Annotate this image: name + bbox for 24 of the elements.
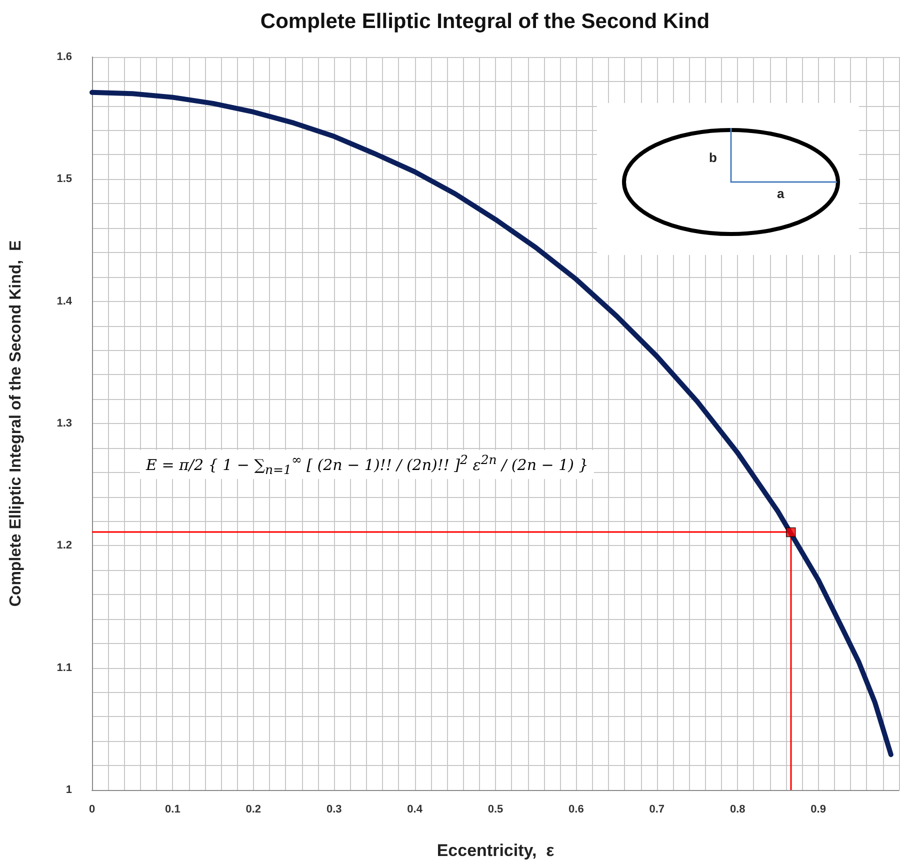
x-tick-label: 0.2 xyxy=(246,804,262,816)
x-tick-label: 0.5 xyxy=(488,804,504,816)
x-tick-label: 0.9 xyxy=(810,804,826,816)
x-tick-label: 0.3 xyxy=(326,804,342,816)
y-tick-label: 1.4 xyxy=(56,295,73,308)
y-tick-label: 1.6 xyxy=(56,51,72,63)
x-tick-label: 0.8 xyxy=(730,804,746,816)
annotation: a xyxy=(777,186,784,201)
x-tick-label: 0.7 xyxy=(649,804,665,816)
y-tick-label: 1.2 xyxy=(56,540,72,552)
annotation: b xyxy=(709,150,717,165)
x-tick-label: 0 xyxy=(88,804,96,816)
x-tick-label: 0.4 xyxy=(407,804,424,816)
chart-title: Complete Elliptic Integral of the Second Kind xyxy=(260,10,710,33)
y-tick-label: 1.3 xyxy=(56,418,72,430)
y-axis-title: Complete Elliptic Integral of the Second Kind, E xyxy=(8,240,24,607)
x-axis-title: Eccentricity, ε xyxy=(436,841,554,860)
ellipse-diagram: b a xyxy=(597,103,859,255)
y-tick-label: 1.5 xyxy=(56,173,72,186)
annotation: E = π/2 { 1 − ∑$_{n=1}$$^{∞}$ [ (2n − 1)!! / (2n)!! ]$^{2}$ ε$^{2n}$ / (2n − 1) } xyxy=(140,450,594,479)
x-tick-label: 0.1 xyxy=(165,804,180,816)
y-tick-label: 1 xyxy=(66,784,72,796)
x-tick-label: 0.6 xyxy=(568,804,584,816)
y-tick-label: 1.1 xyxy=(56,662,72,674)
